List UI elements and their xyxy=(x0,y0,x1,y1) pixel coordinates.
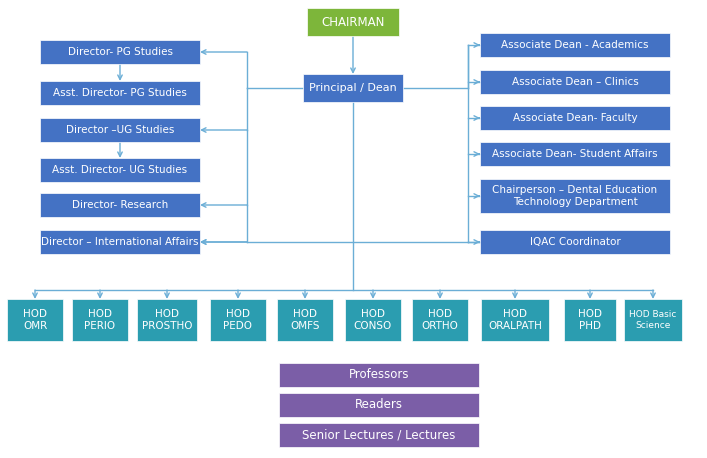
Text: CHAIRMAN: CHAIRMAN xyxy=(321,16,385,28)
FancyBboxPatch shape xyxy=(307,8,399,36)
FancyBboxPatch shape xyxy=(40,158,200,182)
Text: Associate Dean- Faculty: Associate Dean- Faculty xyxy=(513,113,637,123)
FancyBboxPatch shape xyxy=(481,299,549,341)
FancyBboxPatch shape xyxy=(7,299,63,341)
Text: HOD
PEDO: HOD PEDO xyxy=(223,309,252,331)
FancyBboxPatch shape xyxy=(210,299,266,341)
Text: HOD
OMFS: HOD OMFS xyxy=(291,309,320,331)
FancyBboxPatch shape xyxy=(40,193,200,217)
FancyBboxPatch shape xyxy=(303,74,403,102)
Text: Senior Lectures / Lectures: Senior Lectures / Lectures xyxy=(303,429,456,442)
Text: HOD
ORTHO: HOD ORTHO xyxy=(421,309,458,331)
Text: HOD
PROSTHO: HOD PROSTHO xyxy=(141,309,192,331)
Text: HOD
PERIO: HOD PERIO xyxy=(84,309,115,331)
FancyBboxPatch shape xyxy=(277,299,333,341)
FancyBboxPatch shape xyxy=(480,230,670,254)
FancyBboxPatch shape xyxy=(40,40,200,64)
Text: IQAC Coordinator: IQAC Coordinator xyxy=(530,237,620,247)
Text: HOD
CONSO: HOD CONSO xyxy=(354,309,392,331)
FancyBboxPatch shape xyxy=(480,179,670,213)
Text: Asst. Director- PG Studies: Asst. Director- PG Studies xyxy=(53,88,187,98)
FancyBboxPatch shape xyxy=(480,33,670,57)
Text: HOD
ORALPATH: HOD ORALPATH xyxy=(488,309,542,331)
FancyBboxPatch shape xyxy=(40,118,200,142)
FancyBboxPatch shape xyxy=(40,230,200,254)
Text: Principal / Dean: Principal / Dean xyxy=(309,83,397,93)
FancyBboxPatch shape xyxy=(345,299,401,341)
Text: Director- Research: Director- Research xyxy=(72,200,168,210)
FancyBboxPatch shape xyxy=(72,299,128,341)
Text: Associate Dean - Academics: Associate Dean - Academics xyxy=(501,40,649,50)
Text: Associate Dean- Student Affairs: Associate Dean- Student Affairs xyxy=(492,149,658,159)
FancyBboxPatch shape xyxy=(564,299,616,341)
FancyBboxPatch shape xyxy=(137,299,197,341)
FancyBboxPatch shape xyxy=(40,81,200,105)
FancyBboxPatch shape xyxy=(279,423,479,447)
Text: HOD
PHD: HOD PHD xyxy=(578,309,602,331)
Text: Chairperson – Dental Education
Technology Department: Chairperson – Dental Education Technolog… xyxy=(493,185,658,207)
Text: Director –UG Studies: Director –UG Studies xyxy=(66,125,174,135)
FancyBboxPatch shape xyxy=(480,106,670,130)
FancyBboxPatch shape xyxy=(279,393,479,417)
Text: Associate Dean – Clinics: Associate Dean – Clinics xyxy=(512,77,638,87)
Text: HOD Basic
Science: HOD Basic Science xyxy=(629,311,677,330)
Text: Asst. Director- UG Studies: Asst. Director- UG Studies xyxy=(52,165,187,175)
Text: Professors: Professors xyxy=(349,369,409,382)
Text: Director- PG Studies: Director- PG Studies xyxy=(67,47,173,57)
Text: Readers: Readers xyxy=(355,398,403,411)
FancyBboxPatch shape xyxy=(480,70,670,94)
FancyBboxPatch shape xyxy=(412,299,468,341)
Text: HOD
OMR: HOD OMR xyxy=(23,309,47,331)
FancyBboxPatch shape xyxy=(480,142,670,166)
FancyBboxPatch shape xyxy=(624,299,682,341)
FancyBboxPatch shape xyxy=(279,363,479,387)
Text: Director – International Affairs: Director – International Affairs xyxy=(41,237,199,247)
